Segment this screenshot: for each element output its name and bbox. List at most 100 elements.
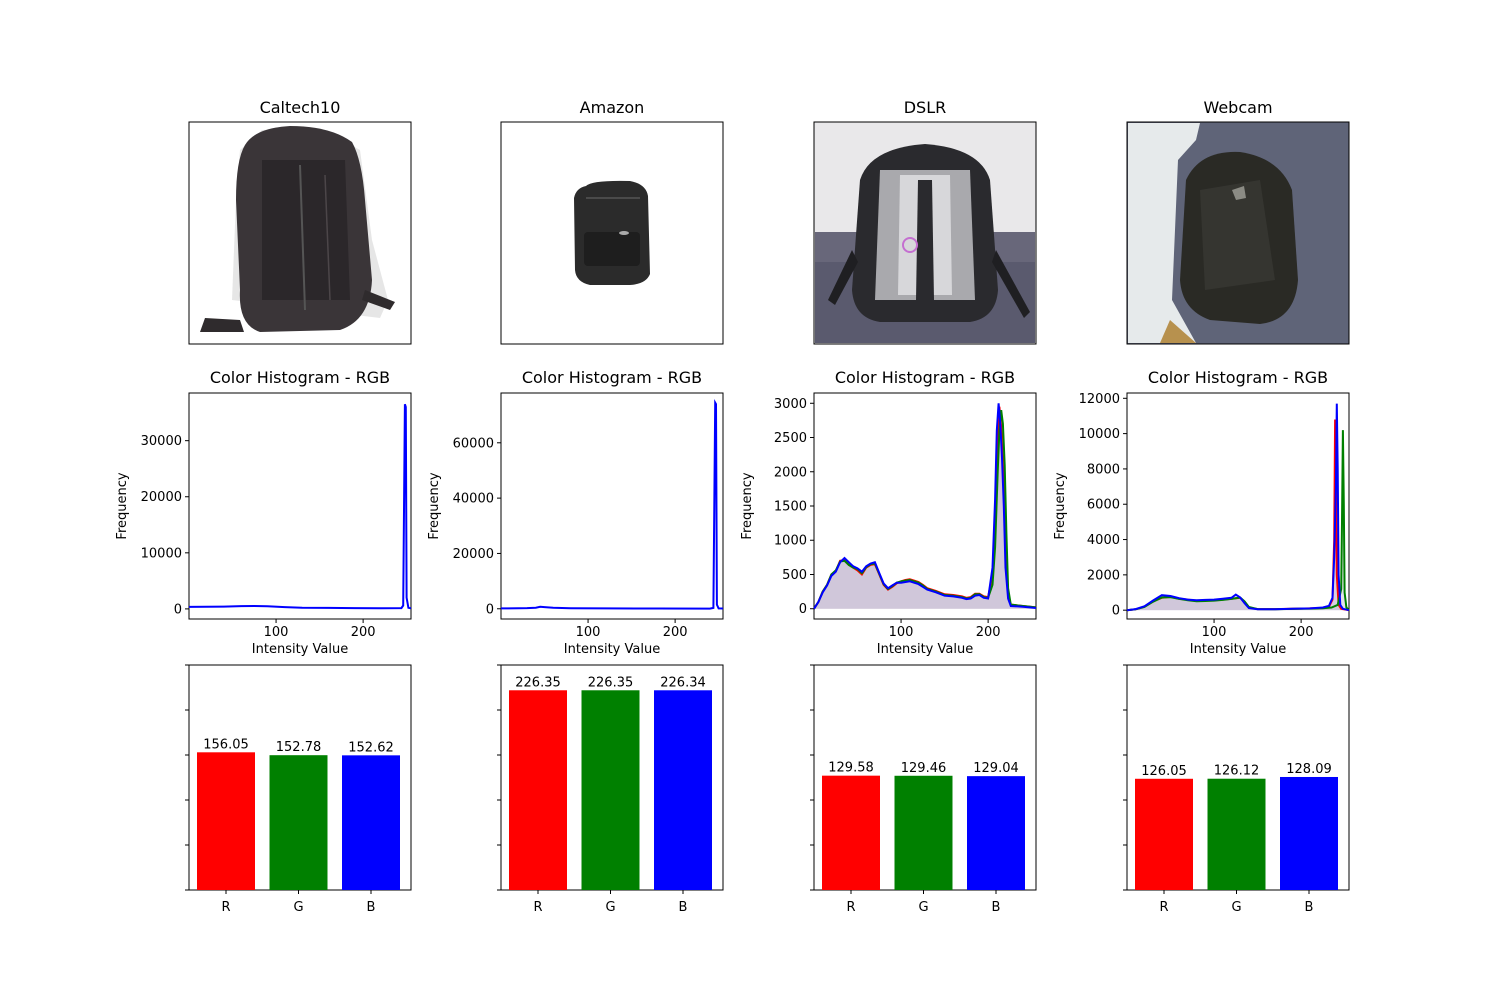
y-tick-label: 8000 — [1087, 462, 1120, 477]
bar-chart-layer: 156.05R152.78G152.62B226.35R226.35G226.3… — [185, 664, 1350, 915]
x-tick-label: 100 — [576, 625, 601, 640]
caltech10-backpack-image — [188, 121, 412, 345]
y-tick-label: 0 — [799, 602, 807, 617]
y-tick-label: 40000 — [453, 492, 494, 507]
x-axis-label: Intensity Value — [252, 642, 348, 657]
y-tick-label: 10000 — [141, 546, 182, 561]
bar-chart-0: 156.05 R 152.78 G 152.62 B — [185, 664, 412, 915]
plot-frame — [1126, 392, 1350, 620]
bar-R — [197, 752, 255, 890]
bar-value-label: 126.05 — [1141, 764, 1187, 779]
y-tick-label: 6000 — [1087, 498, 1120, 513]
x-tick-label: 200 — [976, 625, 1001, 640]
hist-title: Color Histogram - RGB — [522, 368, 702, 387]
bar-chart-2: 129.58 R 129.46 G 129.04 B — [810, 664, 1037, 915]
bar-R — [509, 690, 567, 890]
panel-title-amazon: Amazon — [580, 98, 645, 117]
y-tick-label: 500 — [782, 568, 807, 583]
y-tick-label: 0 — [174, 602, 182, 617]
x-tick-label: B — [992, 900, 1001, 915]
hist-fill-b — [814, 403, 1036, 609]
bar-G — [1207, 778, 1266, 890]
plot-frame — [188, 392, 412, 620]
y-axis-label: Frequency — [740, 472, 755, 539]
x-tick-label: R — [846, 900, 855, 915]
y-tick-label: 4000 — [1087, 533, 1120, 548]
y-tick-label: 12000 — [1079, 392, 1120, 407]
x-axis-label: Intensity Value — [877, 642, 973, 657]
bar-B — [342, 755, 400, 890]
y-axis-label: Frequency — [427, 472, 442, 539]
x-tick-label: 100 — [264, 625, 289, 640]
panel-title-caltech10: Caltech10 — [260, 98, 341, 117]
hist-line-b — [813, 403, 1037, 610]
hist-line-g — [813, 409, 1037, 610]
y-tick-label: 3000 — [774, 397, 807, 412]
histogram-3: Color Histogram - RGB Intensity Value Freq… — [1053, 368, 1350, 657]
y-tick-label: 0 — [486, 602, 494, 617]
hist-line-b — [500, 398, 724, 610]
x-tick-label: R — [1159, 900, 1168, 915]
plot-frame — [500, 392, 724, 620]
bar-G — [894, 775, 953, 890]
y-tick-label: 20000 — [141, 490, 182, 505]
y-tick-label: 2000 — [1087, 568, 1120, 583]
hist-title: Color Histogram - RGB — [210, 368, 390, 387]
bar-value-label: 129.04 — [973, 761, 1019, 776]
x-tick-label: R — [533, 900, 542, 915]
webcam-backpack-image — [1126, 121, 1350, 345]
x-axis-label: Intensity Value — [564, 642, 660, 657]
bar-B — [1280, 776, 1338, 890]
bar-value-label: 128.09 — [1286, 762, 1332, 777]
panel-title-dslr: DSLR — [904, 98, 947, 117]
y-tick-label: 20000 — [453, 547, 494, 562]
x-tick-label: 200 — [663, 625, 688, 640]
histogram-2: Color Histogram - RGB Intensity Value Freq… — [740, 368, 1037, 657]
x-tick-label: G — [918, 900, 928, 915]
x-tick-label: 100 — [889, 625, 914, 640]
y-tick-label: 30000 — [141, 434, 182, 449]
bar-value-label: 156.05 — [203, 737, 249, 752]
x-tick-label: 100 — [1202, 625, 1227, 640]
y-tick-label: 60000 — [453, 436, 494, 451]
bar-value-label: 152.62 — [348, 740, 394, 755]
x-tick-label: 200 — [351, 625, 376, 640]
bar-value-label: 129.58 — [828, 761, 874, 776]
x-tick-label: B — [367, 900, 376, 915]
x-tick-label: G — [293, 900, 303, 915]
histogram-1: Color Histogram - RGB Intensity Value Freq… — [427, 368, 724, 657]
bar-value-label: 226.34 — [660, 675, 706, 690]
y-axis-label: Frequency — [115, 472, 130, 539]
histogram-0: Color Histogram - RGB Intensity Value Freq… — [115, 368, 412, 657]
x-tick-label: G — [1231, 900, 1241, 915]
x-tick-label: 200 — [1289, 625, 1314, 640]
x-tick-label: G — [605, 900, 615, 915]
dslr-backpack-image — [813, 121, 1037, 345]
bar-chart-3: 126.05 R 126.12 G 128.09 B — [1123, 664, 1350, 915]
bar-value-label: 129.46 — [901, 761, 947, 776]
y-tick-label: 10000 — [1079, 427, 1120, 442]
x-axis-label: Intensity Value — [1190, 642, 1286, 657]
bar-B — [967, 776, 1025, 890]
hist-line-b — [188, 403, 412, 610]
y-tick-label: 1500 — [774, 500, 807, 515]
hist-title: Color Histogram - RGB — [835, 368, 1015, 387]
x-tick-label: R — [221, 900, 230, 915]
y-tick-label: 0 — [1112, 604, 1120, 619]
bar-value-label: 226.35 — [515, 675, 561, 690]
y-tick-label: 2500 — [774, 431, 807, 446]
bar-value-label: 226.35 — [588, 675, 634, 690]
hist-fill-r — [814, 406, 1036, 609]
bar-G — [581, 690, 640, 890]
bar-R — [1135, 778, 1193, 890]
panel-title-webcam: Webcam — [1203, 98, 1272, 117]
x-tick-label: B — [679, 900, 688, 915]
bar-R — [822, 775, 880, 890]
y-axis-label: Frequency — [1053, 472, 1068, 539]
bar-value-label: 152.78 — [276, 740, 322, 755]
hist-fill-g — [814, 410, 1036, 609]
bar-chart-1: 226.35 R 226.35 G 226.34 B — [497, 664, 724, 915]
histogram-layer: Color Histogram - RGB Intensity Value Freq… — [115, 368, 1350, 657]
y-tick-label: 2000 — [774, 465, 807, 480]
